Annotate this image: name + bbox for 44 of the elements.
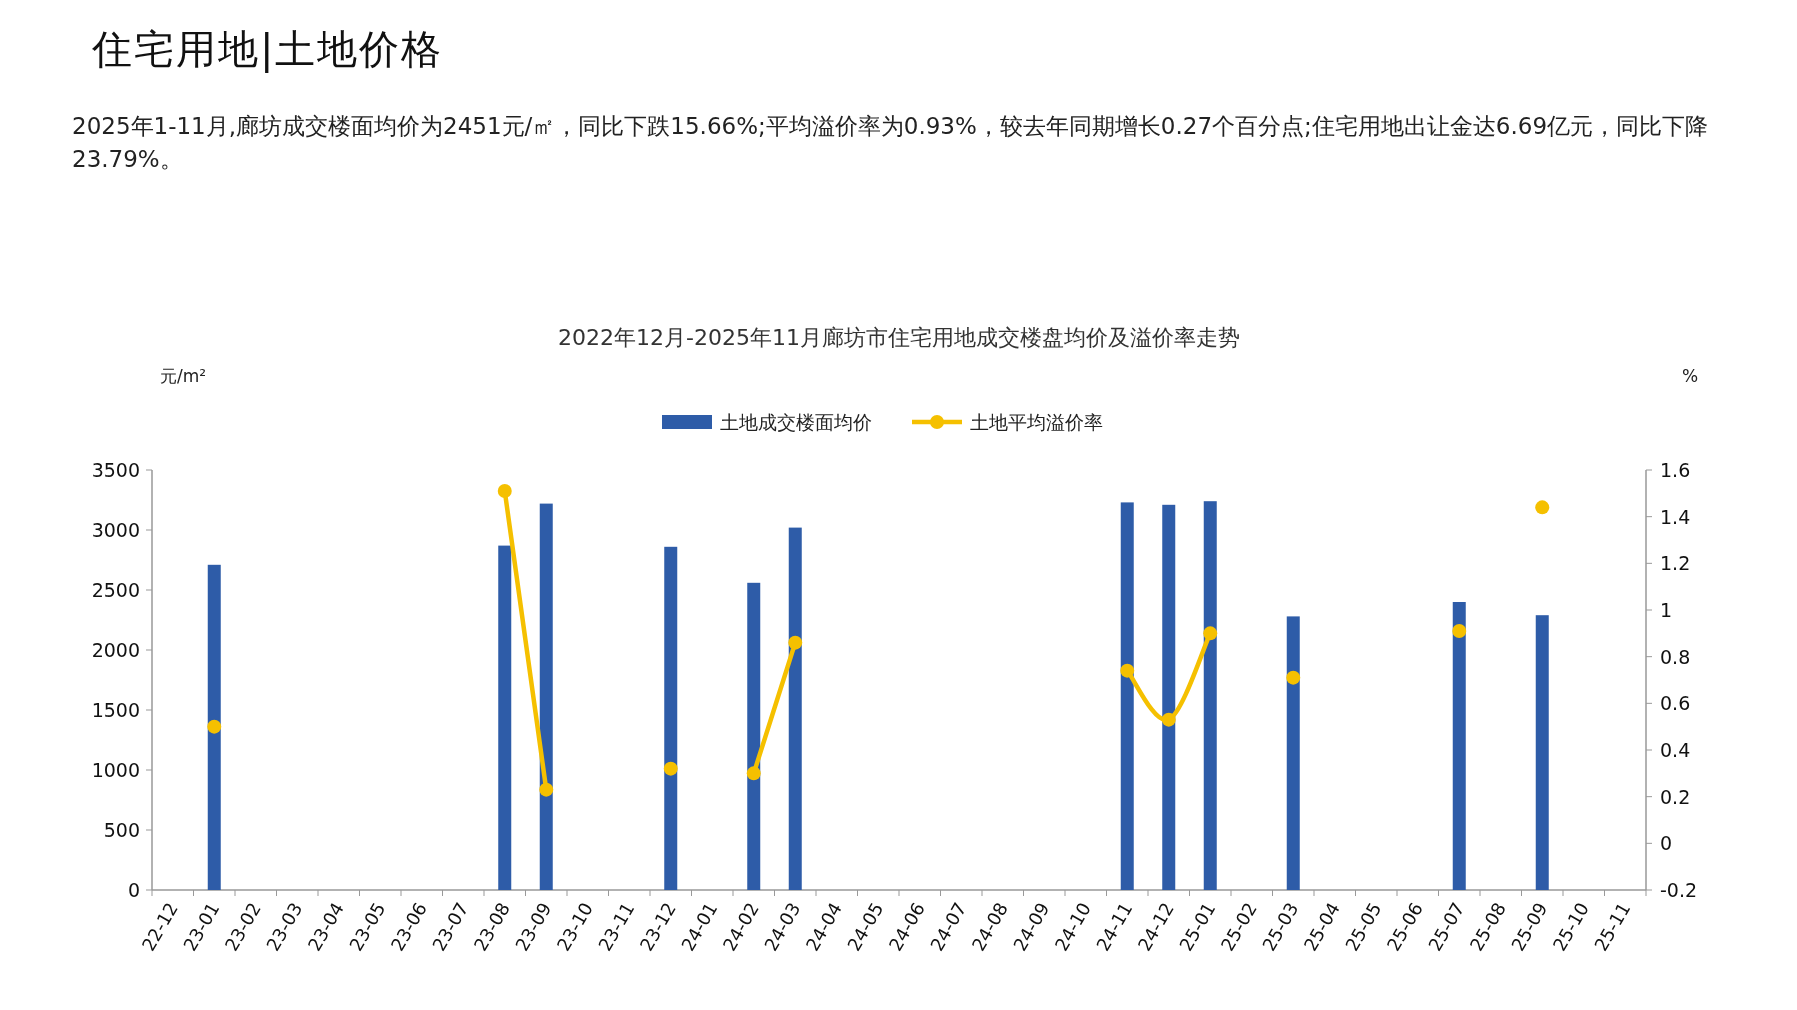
bar [539, 503, 553, 890]
y2-tick-label: 0.2 [1660, 785, 1691, 808]
point [1535, 500, 1550, 515]
y2-tick-label: 1.6 [1660, 459, 1691, 481]
point [497, 484, 512, 498]
annotation: 2022年12月-2025年11月廊坊市住宅用地成交楼盘均价及溢价率走势 [558, 325, 1240, 350]
y-axis-title: 元/m² [160, 366, 207, 386]
y2-tick-label: 1.2 [1660, 552, 1691, 575]
point [746, 766, 761, 781]
y2-tick-label: 0.4 [1660, 739, 1691, 761]
y2-tick-label: -0.2 [1660, 879, 1698, 901]
y2-tick-label: 0 [1660, 832, 1673, 855]
subtitle: 2025年1-11月,廊坊成交楼面均价为2451元/㎡，同比下跌15.66%;平均溢价率为0.93%，较去年同期增长0.27个百分点;住宅用地出让金达6.69亿元，同比下降23.79%。 [72, 112, 1709, 174]
bar [207, 564, 221, 890]
y-tick-label: 3500 [91, 459, 140, 481]
title: 住宅用地|土地价格 [92, 25, 444, 75]
bar [1120, 502, 1134, 890]
y2-tick-label: 1.4 [1660, 505, 1691, 528]
y2-tick-label: 0.8 [1660, 645, 1691, 668]
y-tick-label: 0 [127, 879, 140, 901]
y2-axis-title: % [1681, 366, 1699, 386]
point [539, 782, 554, 797]
y-tick-label: 1500 [91, 699, 140, 721]
y-tick-label: 1000 [91, 759, 140, 781]
point [663, 761, 678, 776]
y-tick-label: 2500 [91, 579, 140, 601]
point [207, 719, 222, 734]
legend-label: 土地平均溢价率 [970, 411, 1103, 433]
bar [1203, 501, 1217, 890]
y2-tick-label: 0.6 [1660, 692, 1691, 715]
y-tick-label: 500 [103, 819, 140, 841]
y-tick-label: 2000 [91, 639, 140, 661]
bar [1162, 504, 1176, 890]
bar [1452, 602, 1466, 890]
point [788, 635, 803, 650]
bar [498, 545, 512, 890]
bar [664, 546, 678, 890]
point [1452, 624, 1467, 638]
point [1286, 670, 1301, 685]
legend-label: 土地成交楼面均价 [720, 411, 872, 433]
bar [1535, 615, 1549, 890]
y-tick-label: 3000 [91, 519, 140, 541]
bar [1286, 616, 1300, 890]
y2-tick-label: 1 [1660, 599, 1673, 621]
